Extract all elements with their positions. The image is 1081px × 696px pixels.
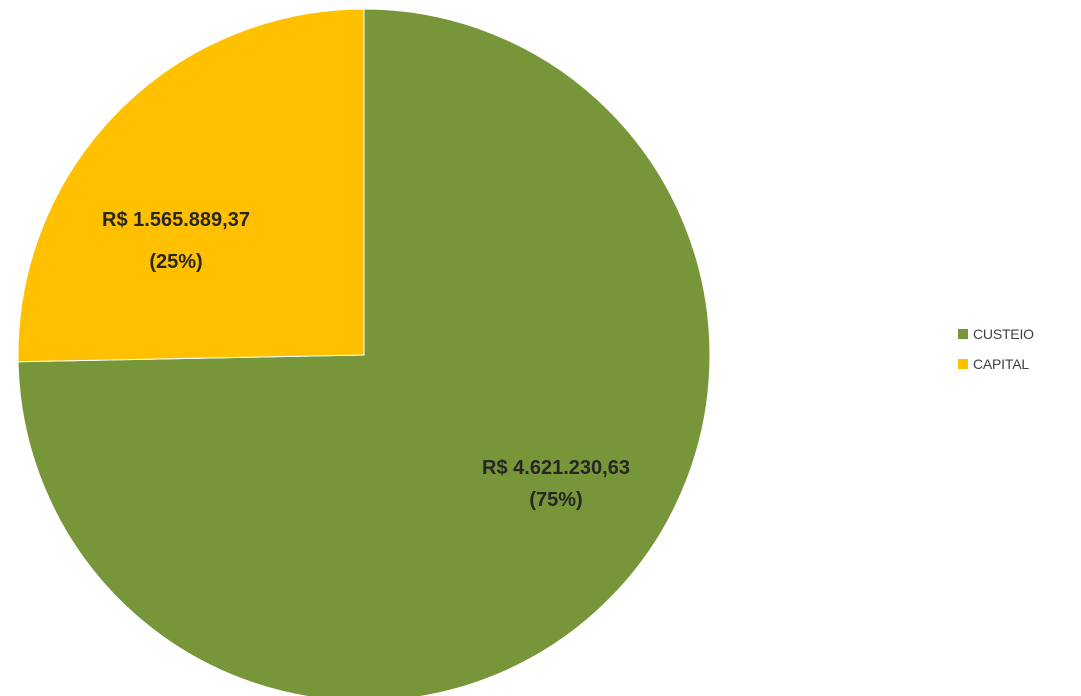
slice-percent-label-capital: (25%) [149, 251, 202, 273]
slice-value-label-capital: R$ 1.565.889,37 [102, 209, 250, 231]
pie-slice-capital [17, 8, 365, 363]
slice-percent-label-custeio: (75%) [529, 489, 582, 511]
pie-slices [17, 8, 711, 696]
pie-data-labels: R$ 4.621.230,63 (75%) R$ 1.565.889,37 (2… [102, 209, 630, 511]
legend-swatch-custeio [958, 329, 968, 339]
legend-label-capital: CAPITAL [973, 356, 1029, 372]
chart-legend: CUSTEIO CAPITAL [958, 319, 1034, 379]
slice-value-label-custeio: R$ 4.621.230,63 [482, 457, 630, 479]
legend-label-custeio: CUSTEIO [973, 326, 1034, 342]
legend-item-custeio: CUSTEIO [958, 319, 1034, 349]
legend-item-capital: CAPITAL [958, 349, 1034, 379]
legend-swatch-capital [958, 359, 968, 369]
